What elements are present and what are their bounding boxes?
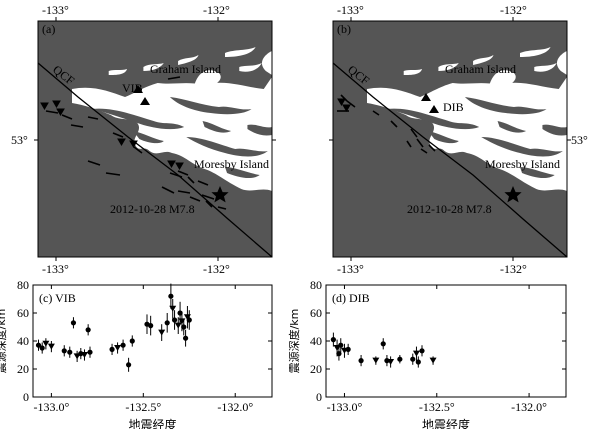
data-point xyxy=(419,348,425,354)
fault-line xyxy=(37,62,273,258)
data-point xyxy=(182,335,189,341)
data-point xyxy=(114,345,122,351)
map-panel-b: (b) QCF Graham Island Moresby Island DIB… xyxy=(329,17,571,261)
data-point xyxy=(168,293,174,299)
event-label: 2012-10-28 M7.8 xyxy=(110,202,195,216)
data-point xyxy=(47,343,55,350)
data-point xyxy=(158,329,166,336)
map-panel-a: (a) QCF Graham Island Moresby Island VIB… xyxy=(34,17,276,261)
depth-chart-dib: 0 20 40 60 80 -133.0° -132.5° -132.0° (d) DIB 地震经… xyxy=(287,278,567,429)
data-point xyxy=(67,349,73,355)
data-point xyxy=(372,357,380,364)
epicenter-markers xyxy=(40,76,227,210)
y-tick-label: 40 xyxy=(17,334,29,348)
island-label-south: Moresby Island xyxy=(194,157,269,171)
x-tick-label: -132.0° xyxy=(511,400,547,414)
y-tick-label: 60 xyxy=(17,306,29,320)
y-tick-label: 0 xyxy=(23,390,29,404)
mainshock-star-icon xyxy=(504,186,522,203)
y-tick-label: 80 xyxy=(310,278,322,292)
x-tick-top-right: -132° xyxy=(203,3,230,17)
station-triangle-icon xyxy=(133,85,143,93)
y-tick-label: 40 xyxy=(310,334,322,348)
data-point xyxy=(169,305,177,312)
data-point xyxy=(397,356,403,362)
data-point xyxy=(70,320,77,326)
data-point xyxy=(330,337,336,343)
data-point xyxy=(126,362,132,368)
data-point xyxy=(120,342,126,348)
data-point xyxy=(85,327,91,333)
data-point xyxy=(380,341,386,347)
x-tick-top-right: -132° xyxy=(500,3,527,17)
y-tick-label: 20 xyxy=(17,362,29,376)
station-label: VIB xyxy=(122,81,143,95)
data-point xyxy=(109,346,115,352)
depth-chart-vib: 0 20 40 60 80 -133.0° -132.5° -132.0° (c) VIB 地震经… xyxy=(0,278,273,429)
x-tick-label: -132.5° xyxy=(419,400,455,414)
y-tick-label: 20 xyxy=(310,362,322,376)
x-tick-top-left: -133° xyxy=(42,3,69,17)
y-tick-left: 53° xyxy=(11,133,28,147)
station-label: DIB xyxy=(443,100,464,114)
data-point xyxy=(129,338,135,344)
fault-line xyxy=(332,62,568,258)
x-tick-top-left: -133° xyxy=(337,3,364,17)
data-point xyxy=(338,342,344,348)
epicenter-markers xyxy=(337,94,436,154)
station-triangle-icon xyxy=(140,97,150,105)
data-point xyxy=(87,349,93,355)
data-point xyxy=(35,342,42,348)
data-point xyxy=(186,317,192,323)
panel-label: (d) DIB xyxy=(332,291,370,305)
x-tick-bottom-left: -133° xyxy=(337,262,364,276)
x-axis-label: 地震经度 xyxy=(422,417,470,429)
station-triangle-icon xyxy=(429,105,439,113)
y-axis-label: 震源深度/km xyxy=(0,309,8,374)
data-point xyxy=(181,324,187,330)
y-tick-right: 53° xyxy=(571,133,588,147)
data-point xyxy=(358,358,364,364)
island-label-north: Graham Island xyxy=(445,62,516,76)
x-tick-label: -132.0° xyxy=(217,400,253,414)
y-axis-label: 震源深度/km xyxy=(287,309,301,374)
data-point xyxy=(80,352,88,358)
y-tick-label: 80 xyxy=(17,278,29,292)
data-point xyxy=(345,346,351,352)
data-point xyxy=(177,310,183,316)
plot-frame xyxy=(32,284,273,398)
x-tick-label: -132.5° xyxy=(125,400,161,414)
x-tick-label: -133.0° xyxy=(327,400,363,414)
data-point xyxy=(164,320,170,326)
data-point xyxy=(42,340,50,347)
x-axis-label: 地震经度 xyxy=(128,417,176,429)
data-point xyxy=(415,359,421,365)
island-label-south: Moresby Island xyxy=(485,157,560,171)
x-tick-bottom-right: -132° xyxy=(203,262,230,276)
event-label: 2012-10-28 M7.8 xyxy=(407,202,492,216)
data-point xyxy=(429,357,437,364)
x-tick-bottom-left: -133° xyxy=(42,262,69,276)
island-label-north: Graham Island xyxy=(150,62,221,76)
panel-label: (a) xyxy=(42,22,55,36)
panel-label: (c) VIB xyxy=(39,291,76,305)
y-tick-label: 60 xyxy=(310,306,322,320)
station-triangle-icon xyxy=(421,93,431,101)
data-point xyxy=(410,356,416,362)
data-point xyxy=(336,351,342,357)
y-tick-label: 0 xyxy=(316,390,322,404)
data-point xyxy=(171,317,178,323)
data-point xyxy=(412,350,420,357)
panel-label: (b) xyxy=(337,22,351,36)
data-point xyxy=(387,359,395,365)
data-point xyxy=(148,323,154,329)
data-point xyxy=(39,345,45,351)
mainshock-star-icon xyxy=(211,186,229,203)
plot-frame xyxy=(325,284,567,398)
x-tick-bottom-right: -132° xyxy=(500,262,527,276)
data-point xyxy=(61,348,67,354)
x-tick-label: -133.0° xyxy=(33,400,69,414)
